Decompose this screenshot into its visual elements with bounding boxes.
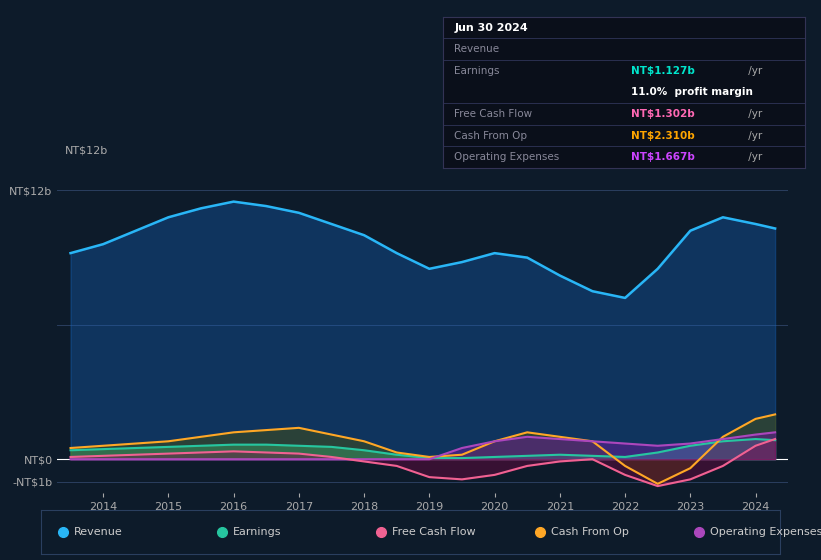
Text: NT$12b: NT$12b [65,145,108,155]
Text: Operating Expenses: Operating Expenses [709,527,821,537]
Text: /yr: /yr [745,152,762,162]
Text: NT$1.127b: NT$1.127b [631,66,695,76]
Text: Jun 30 2024: Jun 30 2024 [454,22,528,32]
Text: 11.0%  profit margin: 11.0% profit margin [631,87,753,97]
Text: NT$1.302b: NT$1.302b [631,109,695,119]
Text: Cash From Op: Cash From Op [454,130,527,141]
Text: Earnings: Earnings [233,527,282,537]
Text: Revenue: Revenue [75,527,123,537]
Text: NT$2.310b: NT$2.310b [631,130,695,141]
Text: Free Cash Flow: Free Cash Flow [392,527,475,537]
Text: /yr: /yr [745,130,762,141]
Text: Revenue: Revenue [454,44,499,54]
Text: /yr: /yr [745,109,762,119]
Text: Cash From Op: Cash From Op [551,527,629,537]
Text: Earnings: Earnings [454,66,500,76]
Text: /yr: /yr [745,66,762,76]
Text: Operating Expenses: Operating Expenses [454,152,559,162]
Text: NT$1.667b: NT$1.667b [631,152,695,162]
Text: Free Cash Flow: Free Cash Flow [454,109,532,119]
